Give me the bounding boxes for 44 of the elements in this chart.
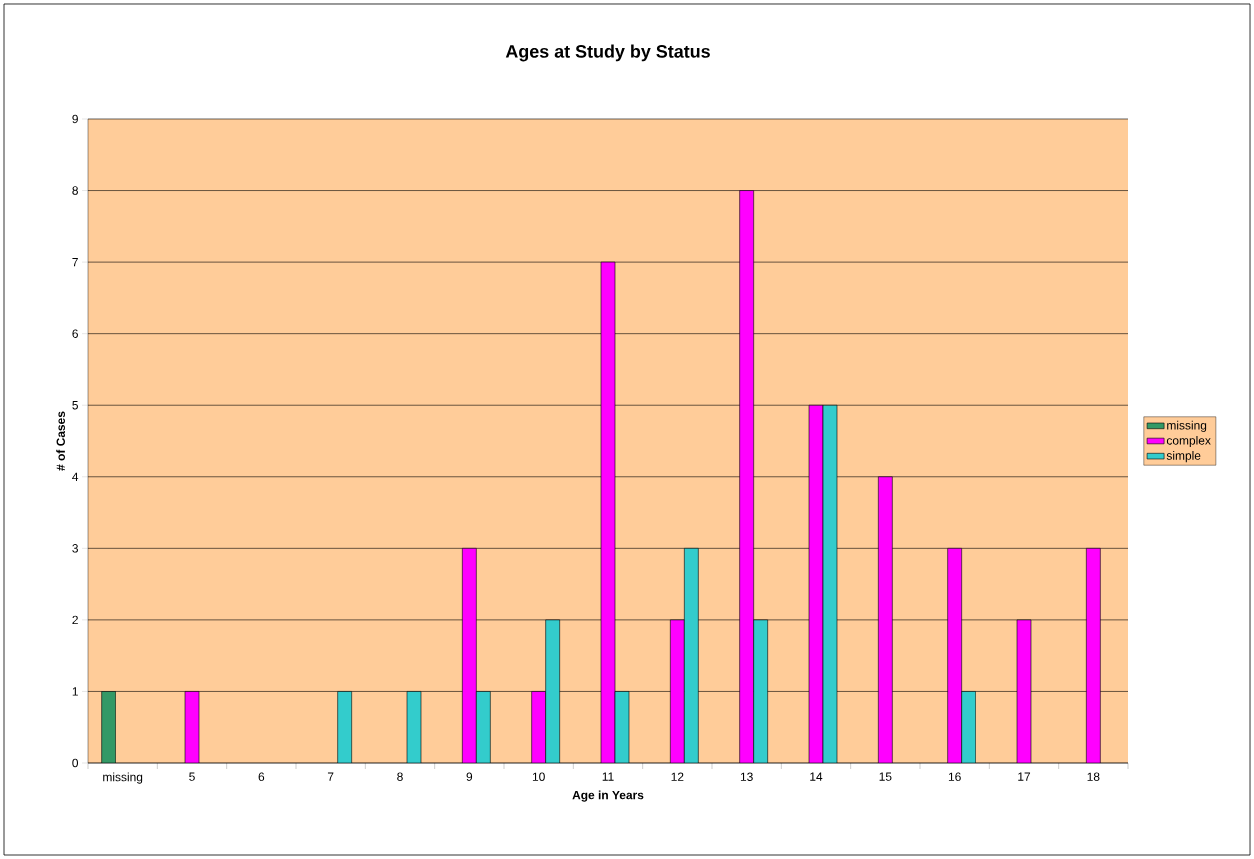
bar (878, 476, 893, 763)
bar (947, 548, 962, 763)
x-tick-label: 15 (879, 772, 892, 781)
x-tick-label: 12 (671, 772, 684, 781)
y-tick-label: 2 (72, 615, 78, 625)
y-tick-label: 0 (72, 758, 79, 768)
y-tick-label: 7 (72, 258, 78, 267)
bar (337, 691, 352, 763)
bar (1086, 548, 1101, 763)
x-tick-label: missing (103, 772, 143, 784)
bar (545, 619, 560, 763)
x-tick-label: 5 (189, 772, 195, 781)
x-tick-label: 14 (810, 772, 823, 781)
bar (531, 691, 546, 763)
x-axis-title: Age in Years (572, 790, 644, 802)
bar (462, 548, 477, 763)
y-tick-label: 4 (72, 472, 79, 481)
legend-label: simple (1166, 451, 1201, 463)
y-tick-label: 3 (72, 544, 78, 553)
x-tick-label: 9 (466, 772, 473, 781)
x-tick-label: 11 (602, 772, 614, 781)
x-tick-label: 8 (397, 772, 403, 781)
y-tick-label: 9 (72, 114, 78, 124)
x-tick-label: 13 (740, 772, 753, 781)
x-tick-label: 18 (1087, 772, 1100, 781)
x-tick-label: 7 (327, 772, 334, 781)
bar (670, 619, 685, 763)
bar (476, 691, 491, 763)
legend-label: missing (1167, 420, 1207, 432)
y-tick-label: 8 (72, 186, 78, 195)
bar (753, 619, 768, 763)
bar (684, 548, 699, 763)
y-axis-title: # of Cases (56, 411, 65, 471)
y-tick-label: 6 (72, 329, 78, 338)
bar (739, 190, 754, 763)
x-tick-label: 10 (532, 772, 545, 781)
bar (961, 691, 976, 763)
y-tick-label: 1 (72, 687, 78, 696)
x-tick-label: 16 (948, 772, 961, 781)
x-tick-label: 6 (258, 772, 265, 781)
y-tick-label: 5 (72, 401, 78, 410)
chart-title: Ages at Study by Status (505, 44, 710, 62)
x-tick-label: 17 (1018, 772, 1031, 781)
legend-label: complex (1166, 435, 1211, 448)
